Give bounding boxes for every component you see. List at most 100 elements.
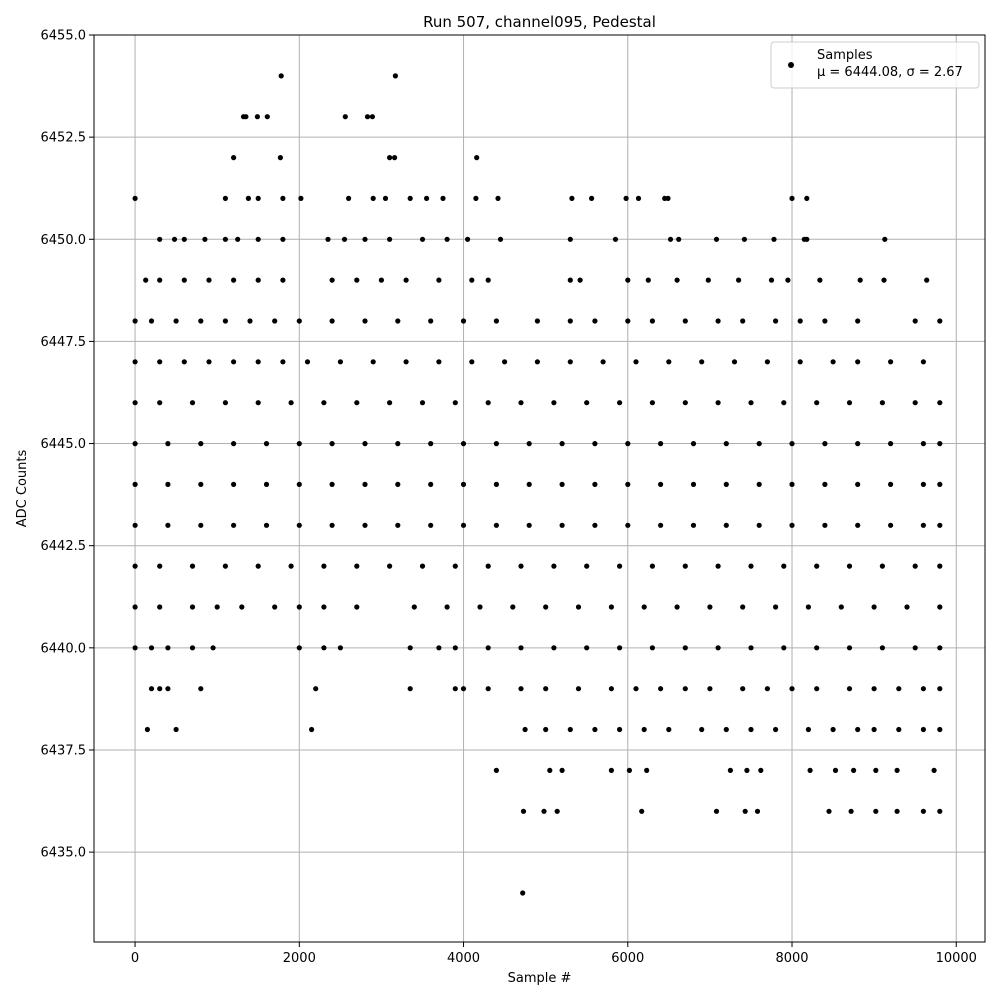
data-point	[485, 645, 491, 651]
data-point	[641, 604, 647, 610]
data-point	[541, 808, 547, 814]
data-point	[362, 522, 368, 528]
data-point	[904, 604, 910, 610]
y-tick-label: 6447.5	[41, 335, 87, 350]
data-point	[395, 522, 401, 528]
data-point	[879, 563, 886, 569]
axis-ticks: 0 2000 4000 6000 8000 10000 6435.0 6437.5 6440.0…	[41, 29, 977, 967]
data-point	[707, 686, 713, 692]
grid-lines	[94, 34, 985, 942]
data-point	[559, 767, 565, 774]
data-point	[543, 726, 549, 733]
data-point	[288, 563, 294, 569]
data-point	[419, 563, 426, 569]
data-point	[255, 359, 261, 365]
data-point	[633, 359, 639, 365]
data-point	[485, 563, 491, 569]
y-tick-label: 6452.5	[41, 131, 87, 146]
data-point	[411, 604, 417, 610]
data-point	[674, 604, 680, 610]
data-point	[485, 277, 491, 283]
data-point	[756, 481, 762, 487]
data-point	[198, 318, 204, 324]
data-point	[547, 767, 553, 774]
data-point	[723, 481, 729, 487]
data-point	[649, 318, 656, 324]
data-point	[740, 318, 746, 324]
data-point	[518, 563, 524, 569]
data-point	[231, 359, 237, 365]
data-point	[789, 686, 795, 692]
data-point	[189, 645, 196, 651]
data-point	[644, 767, 650, 774]
data-point	[280, 359, 286, 365]
data-point	[797, 318, 803, 324]
data-point	[255, 236, 261, 242]
data-point	[239, 604, 245, 610]
y-tick-label: 6435.0	[41, 846, 87, 861]
data-point	[804, 195, 810, 201]
data-point	[157, 563, 163, 569]
data-point	[452, 563, 458, 569]
data-point	[407, 195, 413, 201]
data-point	[436, 645, 442, 651]
data-point	[309, 726, 315, 733]
data-point	[452, 686, 458, 692]
data-point	[658, 686, 664, 692]
data-point	[855, 359, 861, 365]
data-point	[682, 400, 688, 406]
data-point	[436, 359, 442, 365]
data-point	[477, 604, 483, 610]
data-point	[871, 726, 877, 733]
data-point	[354, 604, 360, 610]
legend-series-name: Samples	[817, 48, 873, 63]
data-point	[937, 481, 943, 487]
data-point	[370, 195, 376, 201]
data-point	[608, 604, 615, 610]
data-point	[666, 359, 672, 365]
data-point	[173, 318, 179, 324]
data-point	[288, 400, 294, 406]
data-point	[263, 481, 270, 487]
y-tick-label: 6440.0	[41, 641, 87, 656]
data-point	[206, 277, 212, 283]
data-point	[814, 686, 820, 692]
data-point	[826, 808, 832, 814]
data-point	[485, 400, 491, 406]
data-point	[277, 155, 283, 161]
data-point	[846, 563, 853, 569]
data-point	[748, 400, 754, 406]
data-point	[715, 318, 721, 324]
data-point	[313, 686, 319, 692]
data-point	[181, 359, 187, 365]
data-point	[567, 236, 573, 242]
data-point	[881, 277, 887, 283]
data-point	[851, 767, 857, 774]
legend-marker-icon	[788, 62, 794, 68]
data-point	[888, 441, 894, 447]
data-point	[272, 604, 278, 610]
data-point	[346, 195, 352, 201]
data-point	[617, 726, 623, 733]
data-point	[419, 236, 426, 242]
data-point	[296, 318, 302, 324]
data-point	[543, 686, 549, 692]
data-point	[682, 563, 688, 569]
data-point	[493, 318, 499, 324]
data-point	[198, 481, 204, 487]
data-point	[584, 563, 590, 569]
data-point	[649, 563, 656, 569]
data-point	[873, 767, 879, 774]
data-point	[419, 400, 426, 406]
data-point	[436, 277, 442, 283]
data-point	[608, 686, 615, 692]
data-point	[937, 604, 943, 610]
data-point	[551, 645, 557, 651]
data-point	[428, 318, 434, 324]
data-point	[626, 767, 633, 774]
data-point	[522, 726, 528, 733]
data-point	[247, 318, 253, 324]
data-point	[894, 767, 900, 774]
data-point	[395, 441, 401, 447]
data-point	[575, 686, 582, 692]
